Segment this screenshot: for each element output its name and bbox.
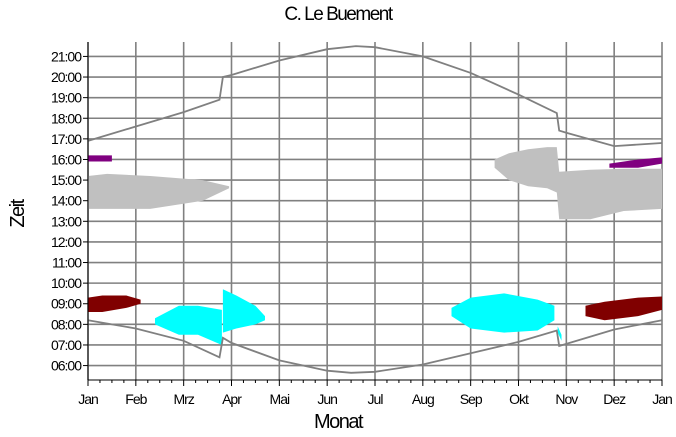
region-cyan (222, 289, 265, 333)
y-tick-label: 18:00 (51, 110, 82, 126)
y-tick-label: 16:00 (51, 151, 82, 167)
x-tick-label: Nov (555, 391, 578, 407)
y-axis-label: Zeit (7, 200, 29, 228)
x-tick-label: Mai (270, 391, 290, 407)
sunset-line (87, 45, 663, 148)
x-tick-label: Mrz (174, 391, 195, 407)
y-tick-label: 13:00 (51, 213, 82, 229)
region-cyan (155, 305, 222, 345)
y-tick-label: 21:00 (51, 48, 82, 64)
x-tick-label: Sep (460, 391, 483, 407)
x-tick-label: Aug (412, 391, 434, 407)
y-tick-label: 09:00 (51, 296, 82, 312)
sunrise-line (87, 319, 663, 374)
chart-title: C. Le Buement (284, 4, 393, 25)
y-tick-label: 19:00 (51, 90, 82, 106)
y-tick-label: 15:00 (51, 172, 82, 188)
region-cyan (451, 293, 555, 333)
x-tick-label: Jul (368, 391, 384, 407)
y-tick-label: 20:00 (51, 69, 82, 85)
x-tick-label: Feb (125, 391, 147, 407)
y-tick-label: 12:00 (51, 234, 82, 250)
y-tick-label: 10:00 (51, 275, 82, 291)
y-tick-label: 07:00 (51, 337, 82, 353)
region-darkred (88, 295, 141, 312)
y-tick-label: 17:00 (51, 131, 82, 147)
region-darkred (585, 296, 662, 321)
region-purple (609, 157, 662, 168)
region-gray (88, 173, 230, 209)
x-tick-label: Jan (652, 391, 672, 407)
x-tick-label: Dez (603, 391, 626, 407)
y-tick-label: 14:00 (51, 193, 82, 209)
y-tick-label: 08:00 (51, 316, 82, 332)
region-purple (88, 155, 112, 162)
x-tick-label: Apr (222, 391, 242, 407)
x-tick-label: Jun (317, 391, 337, 407)
region-cyan (557, 326, 562, 341)
x-axis-label: Monat (313, 411, 364, 433)
y-tick-label: 06:00 (51, 358, 82, 374)
region-gray (494, 147, 662, 220)
x-tick-label: Okt (509, 391, 529, 407)
y-tick-label: 11:00 (52, 255, 82, 271)
x-tick-label: Jan (78, 391, 98, 407)
